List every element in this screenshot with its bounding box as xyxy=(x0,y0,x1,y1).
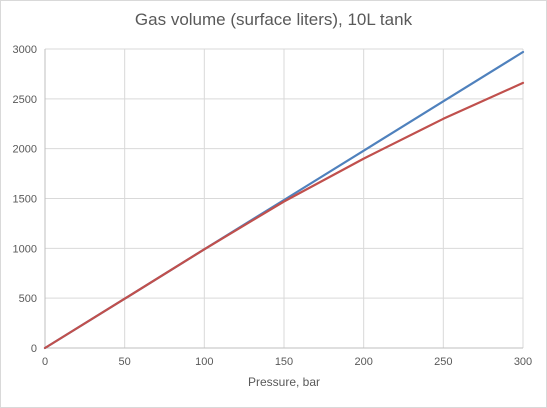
series-line-2 xyxy=(43,81,525,350)
tick-labels: 0 500 1000 1500 2000 2500 3000 0 50 100 150 200 250 3… xyxy=(13,44,533,368)
y-tick-label: 1500 xyxy=(13,194,37,206)
x-tick-label: 100 xyxy=(195,356,213,368)
x-tick-label: 250 xyxy=(434,356,452,368)
x-tick-label: 300 xyxy=(514,356,532,368)
x-axis-title: Pressure, bar xyxy=(248,375,320,389)
x-tick-label: 0 xyxy=(42,356,48,368)
y-tick-label: 0 xyxy=(31,343,37,355)
y-tick-label: 1000 xyxy=(13,243,37,255)
x-tick-label: 50 xyxy=(119,356,131,368)
series-lines xyxy=(43,50,525,350)
axes xyxy=(44,49,523,349)
chart-title: Gas volume (surface liters), 10L tank xyxy=(134,10,413,29)
x-tick-label: 200 xyxy=(354,356,372,368)
y-tick-label: 3000 xyxy=(13,44,37,56)
x-tick-label: 150 xyxy=(275,356,293,368)
y-tick-label: 2500 xyxy=(13,94,37,106)
y-tick-label: 2000 xyxy=(13,144,37,156)
y-tick-label: 500 xyxy=(19,293,37,305)
